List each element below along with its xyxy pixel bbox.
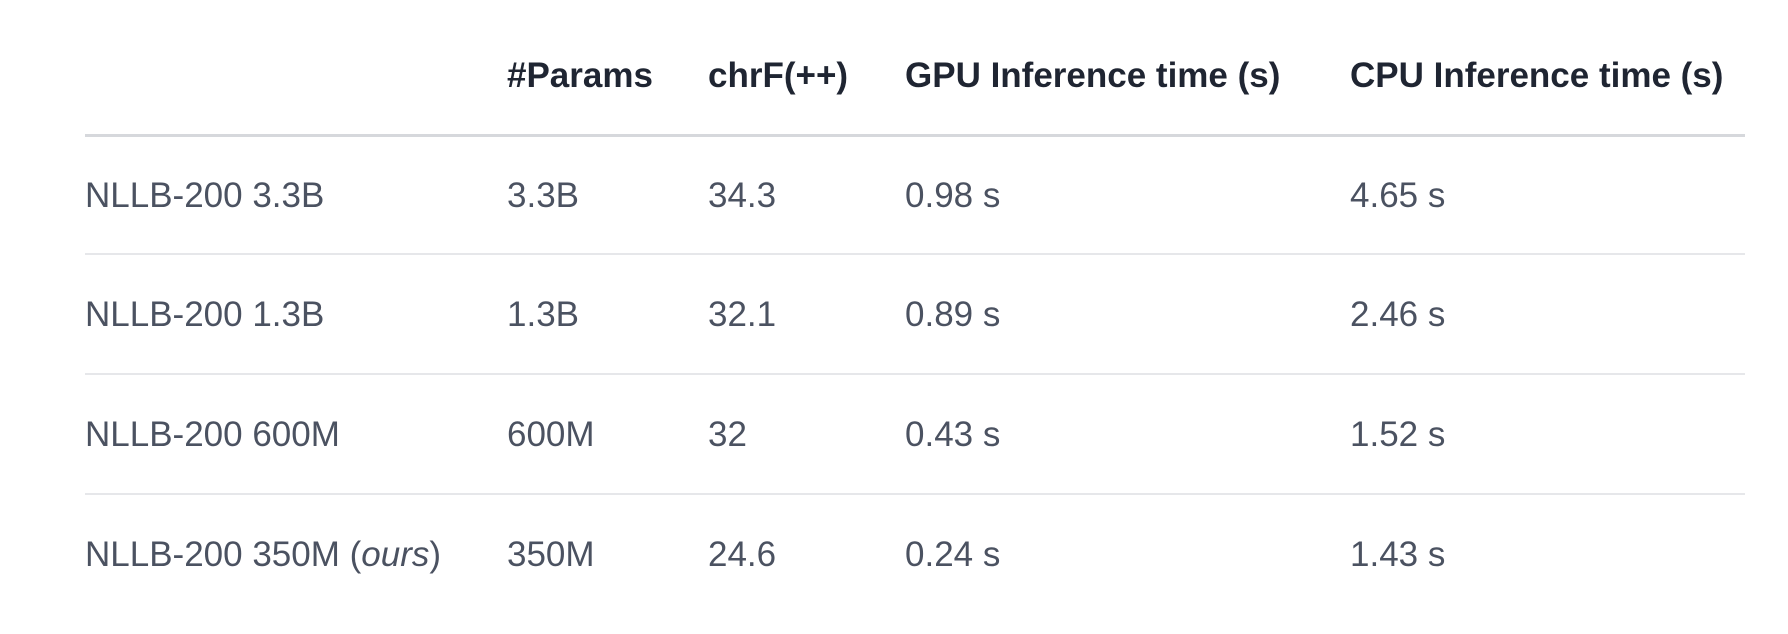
text-part: NLLB-200 350M (	[85, 535, 362, 574]
table-cell: 0.43 s	[905, 415, 1001, 454]
header-cell: #Params	[507, 56, 653, 95]
row-label: NLLB-200 1.3B	[85, 295, 325, 334]
row-label: NLLB-200 3.3B	[85, 176, 325, 215]
table-cell: 3.3B	[507, 176, 579, 215]
table-cell: 2.46 s	[1350, 295, 1446, 334]
header-rule	[85, 134, 1745, 137]
header-cell: GPU Inference time (s)	[905, 56, 1281, 95]
table-cell: 4.65 s	[1350, 176, 1446, 215]
table-cell: 0.24 s	[905, 535, 1001, 574]
header-cell: CPU Inference time (s)	[1350, 56, 1724, 95]
table-cell: 34.3	[708, 176, 777, 215]
table-cell: 350M	[507, 535, 595, 574]
table-cell: 1.52 s	[1350, 415, 1446, 454]
row-label: NLLB-200 350M (ours)	[85, 535, 441, 575]
header-cell: chrF(++)	[708, 56, 849, 95]
table-cell: 24.6	[708, 535, 777, 574]
row-rule	[85, 493, 1745, 495]
text-part: )	[429, 535, 442, 574]
table-cell: 32	[708, 415, 747, 454]
table-cell: 1.3B	[507, 295, 579, 334]
emphasis: ours	[361, 535, 430, 574]
row-rule	[85, 373, 1745, 375]
table-cell: 0.89 s	[905, 295, 1001, 334]
table-cell: 0.98 s	[905, 176, 1001, 215]
table-cell: 32.1	[708, 295, 777, 334]
table-cell: 1.43 s	[1350, 535, 1446, 574]
row-label: NLLB-200 600M	[85, 415, 340, 454]
row-rule	[85, 253, 1745, 255]
table-cell: 600M	[507, 415, 595, 454]
